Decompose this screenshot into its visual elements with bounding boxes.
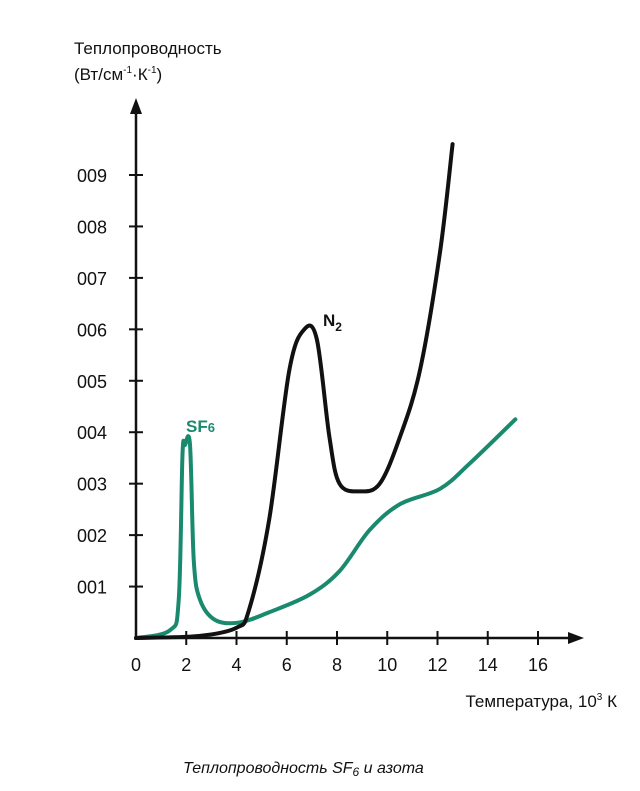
x-axis-label: Температура, 103 К	[465, 692, 617, 711]
y-tick-label: 006	[77, 320, 107, 340]
y-tick-label: 002	[77, 526, 107, 546]
x-tick-label: 14	[478, 655, 498, 675]
y-tick-label: 007	[77, 269, 107, 289]
x-tick-label: 16	[528, 655, 548, 675]
y-tick-label: 005	[77, 372, 107, 392]
series-label-n2: N2	[323, 311, 342, 334]
y-tick-label: 003	[77, 475, 107, 495]
x-tick-label: 4	[231, 655, 241, 675]
series-line-sf6	[134, 417, 518, 640]
y-axis-label-line1: Теплопроводность	[74, 39, 222, 58]
x-axis-arrow	[568, 632, 584, 644]
chart-caption: Теплопроводность SF6 и азота	[183, 760, 424, 779]
x-tick-label: 0	[131, 655, 141, 675]
y-tick-label: 004	[77, 423, 107, 443]
x-tick-label: 6	[282, 655, 292, 675]
y-axis-arrow	[130, 98, 142, 114]
series-label-sf6: SF6	[186, 417, 215, 436]
x-tick-label: 8	[332, 655, 342, 675]
series-line-n2	[134, 142, 455, 640]
y-tick-label: 009	[77, 166, 107, 186]
x-tick-label: 12	[427, 655, 447, 675]
y-axis-label-line2: (Вт/см-1·К-1)	[74, 65, 162, 84]
x-tick-label: 10	[377, 655, 397, 675]
x-tick-label: 2	[181, 655, 191, 675]
y-tick-label: 001	[77, 578, 107, 598]
y-tick-label: 008	[77, 217, 107, 237]
